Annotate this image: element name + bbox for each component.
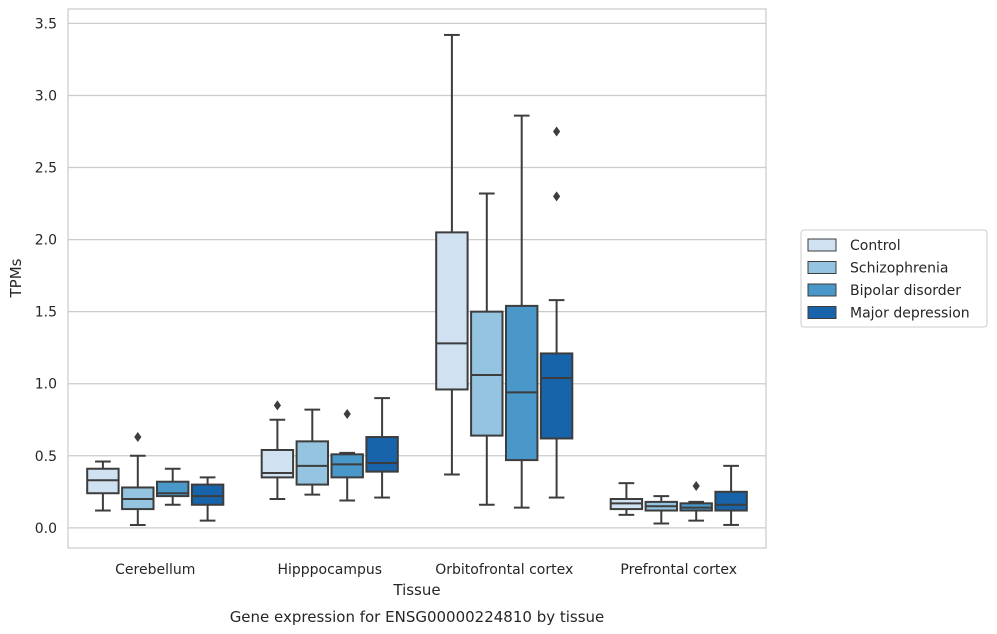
legend-frame <box>800 229 988 328</box>
box-group <box>260 400 295 500</box>
y-tick-label: 2.5 <box>35 161 57 177</box>
x-tick-label: Prefrontal cortex <box>620 562 737 578</box>
legend-swatch <box>807 306 837 319</box>
y-tick-label: 2.0 <box>35 233 57 249</box>
box-group <box>539 126 574 499</box>
legend-swatch <box>807 238 837 252</box>
box <box>435 231 469 391</box>
legend-label: Bipolar disorder <box>850 283 961 299</box>
box <box>295 440 330 486</box>
box <box>330 453 364 479</box>
legend: Control Schizophrenia Bipolar disorder Majo… <box>800 229 988 328</box>
legend-label: Control <box>850 238 901 254</box>
y-tick-label: 3.0 <box>35 88 57 104</box>
x-tick-labels: Cerebellum Hipppocampus Orbitofrontal cort… <box>115 562 737 578</box>
y-gridlines <box>68 22 766 529</box>
y-tick-label: 3.5 <box>35 16 57 32</box>
legend-swatch <box>807 283 837 297</box>
box-group <box>644 495 679 525</box>
box-group <box>295 408 330 496</box>
y-tick-label: 0.5 <box>35 449 57 465</box>
legend-label: Schizophrenia <box>850 261 948 277</box>
box-group <box>679 481 713 522</box>
box-group <box>121 432 155 526</box>
outlier-point <box>553 126 561 137</box>
y-tick-label: 0.0 <box>35 521 57 537</box>
x-tick-label: Cerebellum <box>115 562 195 578</box>
box-group <box>365 397 399 499</box>
legend-swatch <box>807 261 837 274</box>
box <box>504 304 539 462</box>
y-tick-label: 1.5 <box>35 305 57 321</box>
plot-frame <box>67 8 767 549</box>
box-group <box>714 464 748 526</box>
x-axis-label: Tissue <box>392 581 440 599</box>
legend-label: Major depression <box>850 306 970 322</box>
box <box>470 310 504 437</box>
outlier-point <box>343 408 351 419</box>
box <box>539 352 574 440</box>
x-tick-label: Orbitofrontal cortex <box>435 562 573 578</box>
box-group <box>86 460 120 512</box>
x-tick-label: Hipppocampus <box>277 562 382 578</box>
y-tick-labels: 0.0 0.5 1.0 1.5 2.0 2.5 3.0 3.5 <box>35 16 57 536</box>
box-group <box>155 467 190 506</box>
outlier-point <box>692 481 700 492</box>
box-group <box>435 33 469 476</box>
y-axis-label: TPMs <box>7 258 25 298</box>
box-group <box>504 114 539 509</box>
box-group <box>470 192 504 506</box>
box <box>714 490 748 512</box>
chart-caption: Gene expression for ENSG00000224810 by t… <box>230 608 605 626</box>
outlier-point <box>273 400 281 411</box>
box-group <box>190 476 225 522</box>
outlier-point <box>134 432 142 443</box>
boxes-layer <box>86 33 748 526</box>
box <box>365 436 399 473</box>
outlier-point <box>553 191 561 202</box>
y-tick-label: 1.0 <box>35 377 57 393</box>
box <box>190 483 225 506</box>
box-group <box>330 408 364 502</box>
box-group <box>609 482 644 516</box>
